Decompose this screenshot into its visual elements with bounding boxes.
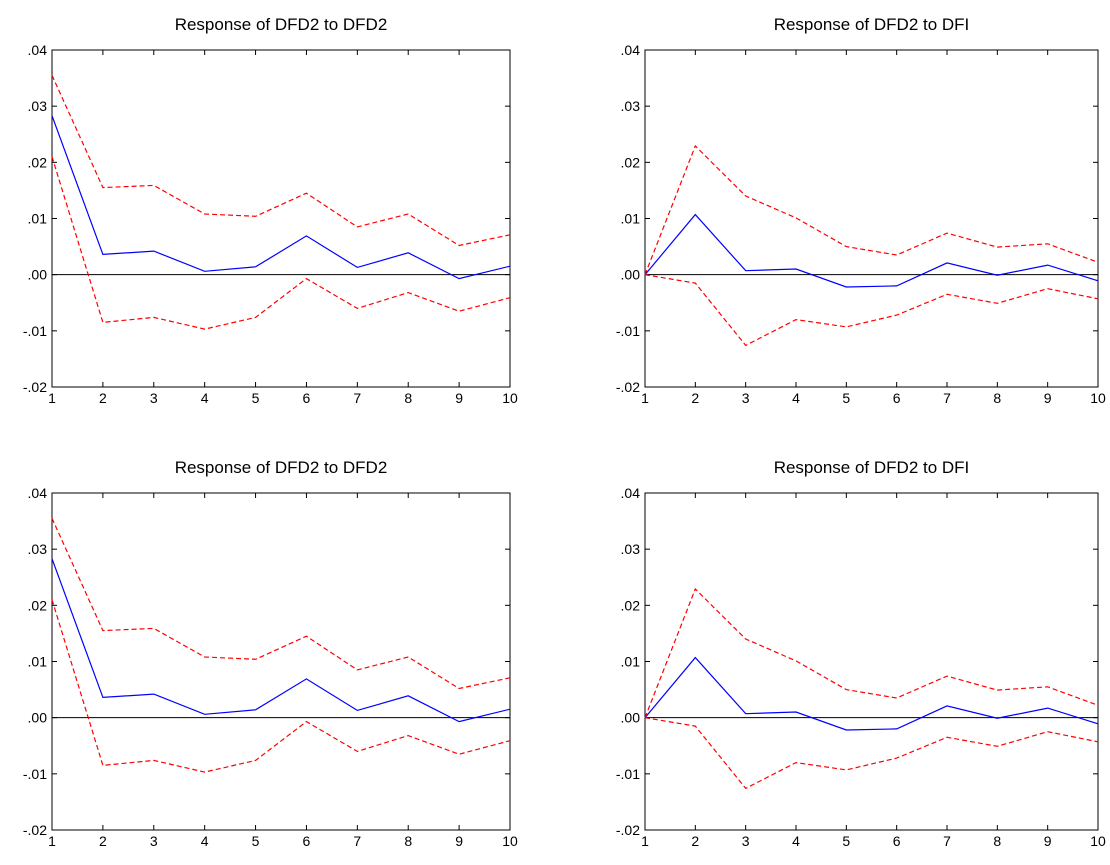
- y-tick-label: -.01: [616, 323, 640, 339]
- x-tick-label: 4: [201, 833, 209, 849]
- x-tick-label: 4: [201, 390, 209, 406]
- x-tick-label: 7: [943, 833, 951, 849]
- y-tick-label: .02: [621, 597, 641, 613]
- y-tick-label: .00: [621, 710, 641, 726]
- x-tick-label: 3: [742, 833, 750, 849]
- y-tick-label: -.01: [616, 766, 640, 782]
- x-tick-label: 6: [893, 390, 901, 406]
- x-tick-label: 2: [99, 833, 107, 849]
- x-tick-label: 1: [641, 390, 649, 406]
- x-tick-label: 1: [641, 833, 649, 849]
- x-tick-label: 9: [455, 833, 463, 849]
- x-tick-label: 10: [502, 390, 518, 406]
- plot-frame: [52, 50, 510, 387]
- x-tick-label: 2: [691, 390, 699, 406]
- chart-title: Response of DFD2 to DFD2: [175, 458, 388, 477]
- x-tick-label: 5: [252, 833, 260, 849]
- x-tick-label: 5: [252, 390, 260, 406]
- y-tick-label: -.02: [23, 822, 47, 838]
- x-tick-label: 8: [404, 833, 412, 849]
- y-tick-label: .03: [28, 98, 48, 114]
- x-tick-label: 5: [842, 390, 850, 406]
- y-tick-label: -.02: [23, 379, 47, 395]
- y-tick-label: .01: [621, 654, 641, 670]
- y-tick-label: .01: [621, 211, 641, 227]
- chart-title: Response of DFD2 to DFI: [774, 15, 970, 34]
- x-tick-label: 3: [742, 390, 750, 406]
- x-tick-label: 2: [691, 833, 699, 849]
- x-tick-label: 6: [303, 833, 311, 849]
- y-tick-label: -.01: [23, 323, 47, 339]
- y-tick-label: -.02: [616, 822, 640, 838]
- y-tick-label: -.02: [616, 379, 640, 395]
- y-tick-label: .03: [621, 98, 641, 114]
- chart-title: Response of DFD2 to DFI: [774, 458, 970, 477]
- x-tick-label: 5: [842, 833, 850, 849]
- x-tick-label: 10: [1090, 390, 1106, 406]
- y-tick-label: .04: [621, 485, 641, 501]
- y-tick-label: .00: [621, 267, 641, 283]
- plot-frame: [52, 493, 510, 830]
- x-tick-label: 10: [1090, 833, 1106, 849]
- x-tick-label: 2: [99, 390, 107, 406]
- chart-panel-4: Response of DFD2 to DFI -.02 -.01 .00 .01 .02…: [616, 458, 1106, 849]
- y-tick-label: .03: [28, 541, 48, 557]
- x-tick-label: 1: [48, 390, 56, 406]
- x-tick-label: 8: [993, 833, 1001, 849]
- y-tick-label: .01: [28, 654, 48, 670]
- y-tick-label: .01: [28, 211, 48, 227]
- chart-title: Response of DFD2 to DFD2: [175, 15, 388, 34]
- x-tick-label: 8: [404, 390, 412, 406]
- x-tick-label: 7: [353, 390, 361, 406]
- y-tick-label: .02: [28, 154, 48, 170]
- y-tick-label: .04: [28, 485, 48, 501]
- x-tick-label: 3: [150, 390, 158, 406]
- x-tick-label: 4: [792, 833, 800, 849]
- y-tick-label: .04: [621, 42, 641, 58]
- x-tick-label: 7: [353, 833, 361, 849]
- y-tick-label: .00: [28, 267, 48, 283]
- chart-panel-2: Response of DFD2 to DFI -.02 -.01 .00 .01 .02…: [616, 15, 1106, 406]
- y-tick-label: .03: [621, 541, 641, 557]
- x-tick-label: 10: [502, 833, 518, 849]
- x-tick-label: 9: [455, 390, 463, 406]
- y-tick-label: .02: [621, 154, 641, 170]
- x-tick-label: 8: [993, 390, 1001, 406]
- x-tick-label: 4: [792, 390, 800, 406]
- x-tick-label: 3: [150, 833, 158, 849]
- plot-frame: [645, 493, 1098, 830]
- x-tick-label: 9: [1044, 390, 1052, 406]
- plot-frame: [645, 50, 1098, 387]
- chart-panel-1: Response of DFD2 to DFD2 -.02 -.01 .00 .01 .0…: [23, 15, 518, 406]
- y-tick-label: -.01: [23, 766, 47, 782]
- y-tick-label: .02: [28, 597, 48, 613]
- x-tick-label: 6: [893, 833, 901, 849]
- y-tick-label: .04: [28, 42, 48, 58]
- x-tick-label: 1: [48, 833, 56, 849]
- y-tick-label: .00: [28, 710, 48, 726]
- x-tick-label: 7: [943, 390, 951, 406]
- x-tick-label: 9: [1044, 833, 1052, 849]
- chart-panel-3: Response of DFD2 to DFD2 -.02 -.01 .00 .01 .0…: [23, 458, 518, 849]
- x-tick-label: 6: [303, 390, 311, 406]
